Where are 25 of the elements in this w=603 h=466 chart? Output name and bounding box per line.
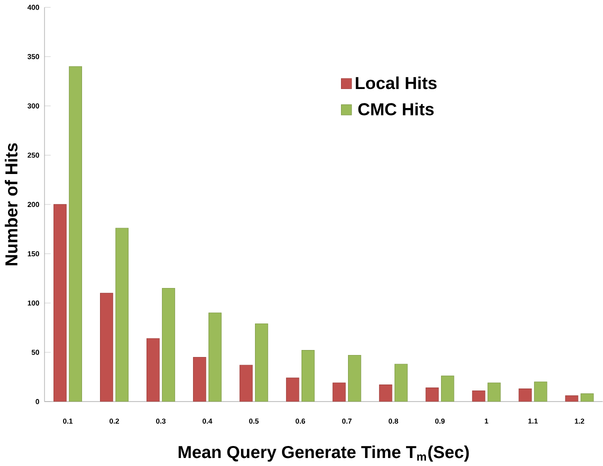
bar — [286, 377, 300, 402]
legend-label: Local Hits — [356, 76, 437, 89]
bar — [53, 204, 67, 402]
bar — [441, 375, 454, 402]
bar — [426, 388, 438, 402]
bar — [580, 393, 594, 402]
bar — [394, 364, 408, 402]
bar — [208, 312, 222, 402]
bar — [240, 364, 253, 402]
y-axis-title: Number of Hits — [4, 143, 18, 266]
bar — [348, 354, 362, 402]
bar — [193, 356, 206, 402]
legend-label: CMC Hits — [358, 102, 434, 116]
bar — [115, 228, 129, 402]
bar — [254, 323, 268, 402]
bar — [68, 66, 82, 402]
bar — [488, 382, 501, 402]
bar — [100, 292, 114, 402]
bar — [302, 350, 315, 402]
x-axis-title: Mean Query Generate Time T$_{m}$(Sec) — [178, 445, 469, 462]
bar — [332, 382, 346, 402]
bar — [534, 381, 548, 402]
bar — [146, 338, 160, 402]
bar — [379, 384, 392, 402]
bar — [162, 288, 176, 402]
